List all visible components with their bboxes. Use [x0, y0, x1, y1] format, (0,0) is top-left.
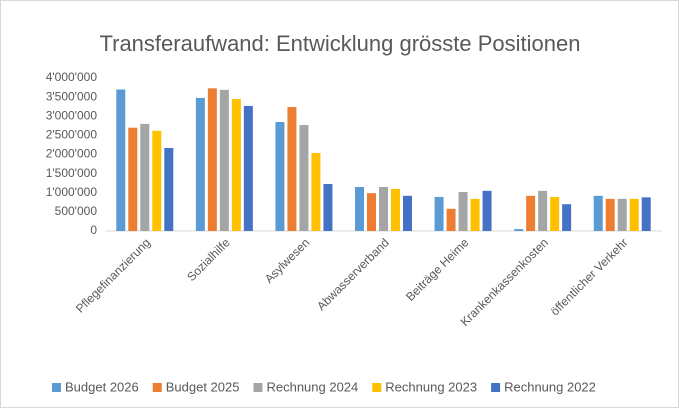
legend-swatch [152, 383, 162, 392]
y-tick-label: 500'000 [55, 204, 98, 218]
legend-label: Budget 2025 [166, 379, 240, 394]
bar [323, 183, 333, 231]
bar [367, 193, 376, 231]
chart-title: Transferaufwand: Entwicklung grösste Pos… [100, 31, 581, 56]
bar [605, 198, 615, 231]
bar [231, 99, 241, 231]
y-tick-label: 3'000'000 [46, 108, 98, 122]
bar [164, 147, 174, 231]
bar [275, 121, 285, 231]
y-tick-label: 0 [90, 223, 97, 237]
bar [140, 123, 150, 231]
bar [195, 97, 205, 231]
y-tick-label: 2'500'000 [46, 128, 98, 142]
bar [128, 127, 138, 231]
y-tick-label: 4'000'000 [46, 70, 98, 84]
bar [526, 195, 536, 231]
bar [287, 107, 297, 231]
bar [641, 197, 651, 231]
bar [207, 88, 217, 231]
bar [514, 229, 524, 231]
bar [311, 152, 321, 231]
bar [458, 191, 468, 231]
bar [434, 196, 444, 231]
bar [562, 204, 572, 231]
bar [152, 130, 162, 231]
legend-swatch [52, 383, 61, 392]
bar [550, 196, 560, 231]
legend-swatch [491, 383, 501, 392]
legend-label: Rechnung 2024 [266, 379, 358, 394]
bar [243, 105, 253, 231]
bar [299, 125, 309, 231]
y-tick-label: 2'000'000 [46, 147, 98, 161]
bar [470, 198, 480, 231]
legend-label: Rechnung 2023 [385, 379, 477, 394]
legend-label: Rechnung 2022 [504, 379, 596, 394]
bar [379, 187, 388, 231]
bar [116, 89, 126, 231]
legend-swatch [372, 383, 382, 392]
bar [355, 187, 364, 231]
bar [538, 190, 548, 231]
bar [403, 195, 412, 231]
legend-label: Budget 2026 [65, 379, 139, 394]
bar [629, 198, 639, 231]
y-tick-label: 3'500'000 [46, 89, 98, 103]
y-tick-label: 1'500'000 [46, 166, 98, 180]
bar [482, 190, 492, 231]
legend-swatch [253, 383, 263, 392]
bar [593, 195, 603, 231]
bar [219, 89, 229, 231]
bar [391, 188, 400, 231]
bar [446, 208, 456, 231]
bar [617, 198, 627, 231]
y-tick-label: 1'000'000 [46, 185, 98, 199]
